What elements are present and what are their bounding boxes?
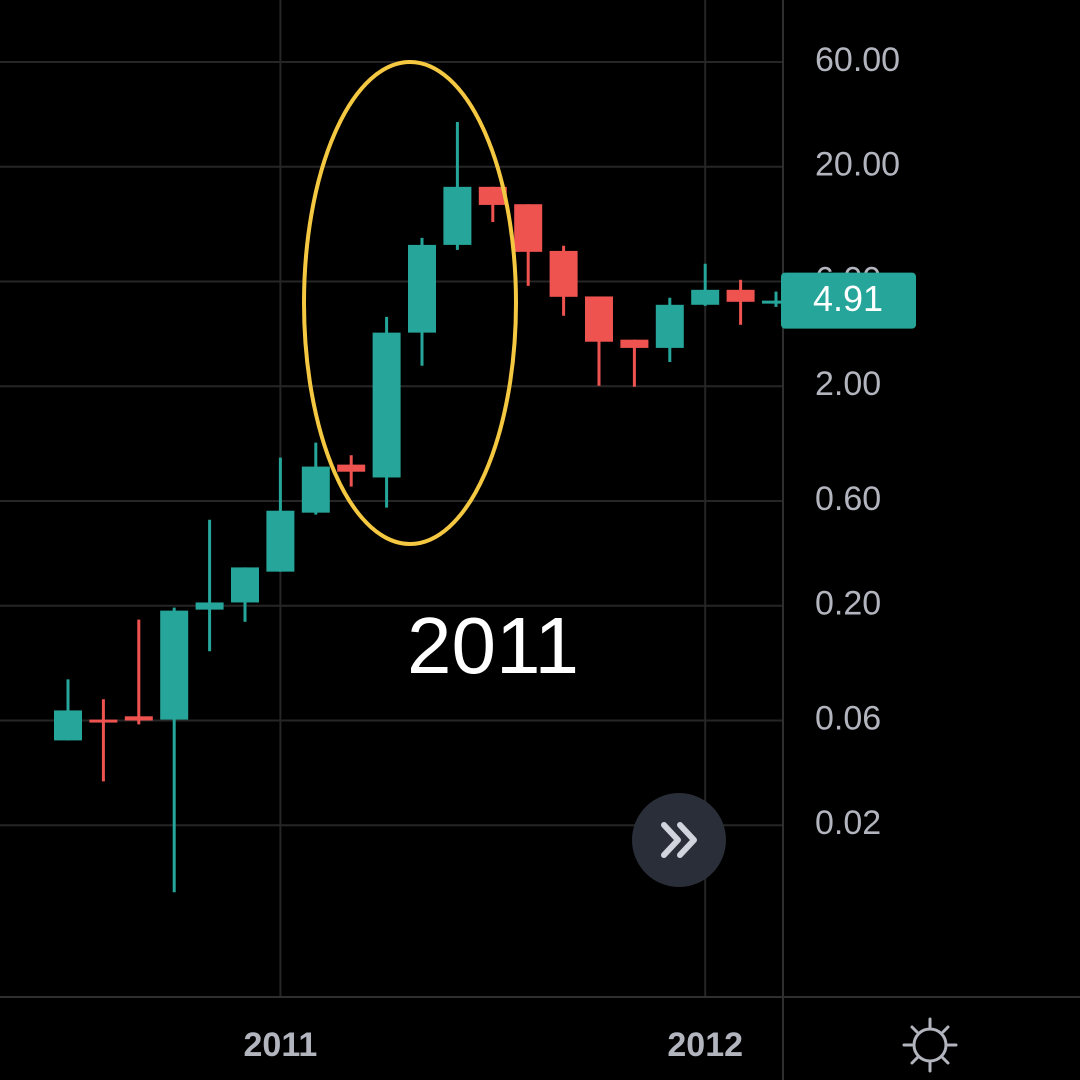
candle-body	[655, 304, 684, 348]
gear-icon	[912, 1027, 948, 1063]
candle-body	[372, 332, 401, 478]
chevron-icon	[661, 822, 697, 858]
candle-body	[54, 710, 82, 741]
candle-body	[514, 204, 543, 252]
y-tick-label: 2.00	[815, 365, 881, 403]
candle-body	[266, 510, 295, 572]
candle-body	[726, 289, 755, 302]
candle-body	[160, 610, 189, 720]
y-tick-label: 60.00	[815, 41, 900, 79]
candle-body	[89, 719, 118, 723]
candle-body	[478, 186, 507, 205]
candle-body	[549, 250, 578, 297]
candle-body	[337, 464, 366, 472]
candles	[54, 121, 790, 893]
x-tick-label: 2012	[667, 1026, 743, 1064]
last-price-label: 4.91	[813, 278, 883, 319]
y-tick-label: 20.00	[815, 146, 900, 184]
candle-body	[408, 244, 436, 333]
candle-body	[620, 339, 649, 348]
y-tick-label: 0.02	[815, 804, 881, 842]
candle-body	[762, 300, 790, 304]
gear-teeth	[902, 1017, 958, 1073]
y-tick-label: 0.20	[815, 585, 881, 623]
last-price-tag: 4.91	[781, 272, 916, 329]
candle-body	[691, 289, 720, 305]
candle-body	[231, 567, 259, 603]
scroll-to-latest-button[interactable]	[632, 793, 726, 887]
highlight-ellipse	[302, 60, 518, 546]
candle-body	[443, 186, 472, 245]
settings-button[interactable]	[902, 1017, 958, 1073]
candle-body	[301, 466, 330, 513]
candle-body	[124, 716, 153, 721]
candle-body	[585, 296, 613, 342]
x-tick-label: 2011	[244, 1026, 318, 1064]
y-tick-label: 0.60	[815, 480, 881, 518]
candle-body	[195, 602, 224, 610]
annotation: 2011	[407, 601, 579, 690]
y-tick-label: 0.06	[815, 699, 881, 737]
last-price-box	[781, 272, 916, 329]
